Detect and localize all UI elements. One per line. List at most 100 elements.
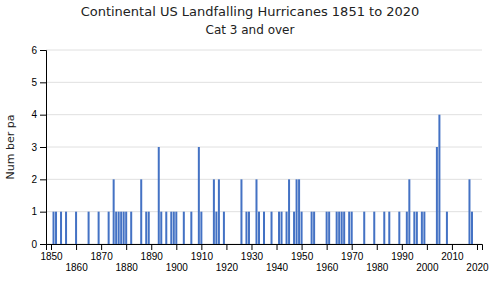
bar — [413, 212, 415, 244]
bar — [130, 212, 132, 244]
x-tick: 2000 — [416, 244, 439, 273]
x-tick-mark — [151, 244, 152, 250]
bar — [140, 179, 142, 244]
x-tick-label: 1920 — [216, 262, 239, 273]
bar — [341, 212, 343, 244]
x-tick-label: 2020 — [466, 262, 489, 273]
bar — [75, 212, 77, 244]
y-tick: 1 — [31, 206, 46, 217]
bar — [123, 212, 125, 244]
bar — [53, 212, 55, 244]
bars — [53, 115, 473, 244]
bar — [336, 212, 338, 244]
bar — [326, 212, 328, 244]
x-tick-label: 1980 — [366, 262, 389, 273]
bar — [363, 212, 365, 244]
bar — [263, 212, 265, 244]
bar — [115, 212, 117, 244]
x-tick: 2020 — [466, 244, 489, 273]
x-axis-line — [47, 245, 483, 251]
y-tick-mark — [40, 212, 46, 213]
bar — [438, 115, 440, 244]
bar — [198, 147, 200, 244]
bar — [60, 212, 62, 244]
y-tick-mark — [40, 50, 46, 51]
bar — [160, 212, 162, 244]
x-tick-mark — [251, 244, 252, 250]
bar — [313, 212, 315, 244]
bar — [298, 179, 300, 244]
bar — [328, 212, 330, 244]
bar — [281, 212, 283, 244]
y-tick-label: 6 — [31, 45, 37, 56]
bar — [311, 212, 313, 244]
y-tick-label: 2 — [31, 174, 37, 185]
x-tick: 1950 — [291, 244, 314, 262]
bar — [175, 212, 177, 244]
bar — [165, 212, 167, 244]
plot: 1850186018701880189019001910192019301940… — [31, 45, 489, 273]
bar — [296, 179, 298, 244]
bar — [245, 212, 247, 244]
x-tick-label: 1950 — [291, 251, 314, 262]
x-tick-label: 1930 — [241, 251, 264, 262]
bar — [293, 212, 295, 244]
x-tick: 1860 — [65, 244, 88, 273]
y-tick-label: 1 — [31, 206, 37, 217]
bar — [398, 212, 400, 244]
x-tick-label: 1850 — [40, 251, 63, 262]
grid-line — [46, 82, 482, 83]
x-tick: 1960 — [316, 244, 339, 273]
x-tick-label: 1880 — [116, 262, 139, 273]
x-tick-mark — [452, 244, 453, 250]
bar — [88, 212, 90, 244]
x-tick: 1870 — [91, 244, 114, 262]
x-tick: 1990 — [391, 244, 414, 262]
bar — [286, 212, 288, 244]
y-tick: 2 — [31, 174, 46, 185]
x-tick-label: 1870 — [91, 251, 114, 262]
bar — [170, 212, 172, 244]
x-tick: 2010 — [441, 244, 464, 262]
bar — [200, 212, 202, 244]
x-tick-mark — [101, 244, 102, 250]
x-tick-label: 1970 — [341, 251, 364, 262]
bar — [408, 179, 410, 244]
bar — [288, 179, 290, 244]
bar — [215, 212, 217, 244]
y-tick-mark — [40, 179, 46, 180]
y-tick-mark — [40, 147, 46, 148]
x-tick-mark — [277, 244, 278, 250]
x-tick-mark — [126, 244, 127, 250]
x-tick-mark — [201, 244, 202, 250]
y-tick-label: 4 — [31, 109, 37, 120]
bar — [98, 212, 100, 244]
y-tick: 4 — [31, 109, 46, 120]
bar — [183, 212, 185, 244]
subtitle: Cat 3 and over — [206, 23, 295, 37]
bar — [471, 212, 473, 244]
grid-line — [46, 114, 482, 115]
x-axis: 1850186018701880189019001910192019301940… — [40, 244, 489, 273]
y-tick: 5 — [31, 77, 46, 88]
x-tick: 1930 — [241, 244, 264, 262]
y-tick: 0 — [31, 239, 46, 250]
x-tick: 1920 — [216, 244, 239, 273]
y-tick-label: 3 — [31, 142, 37, 153]
x-tick-mark — [402, 244, 403, 250]
x-tick: 1900 — [166, 244, 189, 273]
x-tick: 1880 — [116, 244, 139, 273]
bar — [145, 212, 147, 244]
bar — [158, 147, 160, 244]
x-tick: 1910 — [191, 244, 214, 262]
x-tick-label: 2000 — [416, 262, 439, 273]
x-tick-label: 1990 — [391, 251, 414, 262]
x-tick-mark — [427, 244, 428, 250]
y-tick: 3 — [31, 142, 46, 153]
bar — [423, 212, 425, 244]
bar — [406, 212, 408, 244]
bar — [278, 212, 280, 244]
bar — [301, 212, 303, 244]
bar — [421, 212, 423, 244]
bar — [258, 212, 260, 244]
